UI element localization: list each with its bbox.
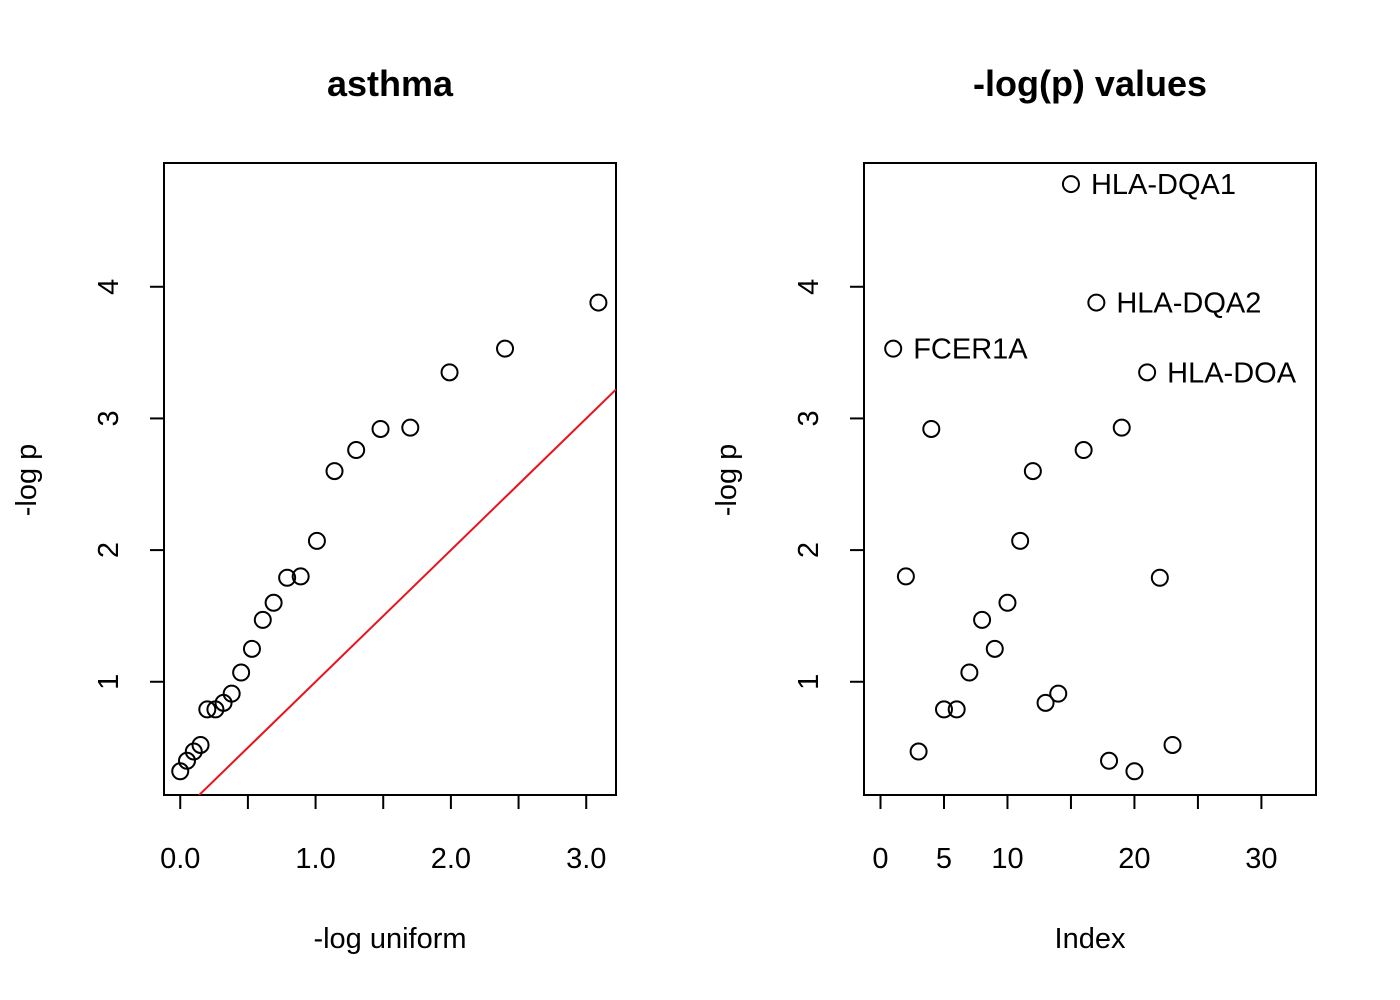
reference-line <box>197 388 616 795</box>
x-tick-label: 5 <box>936 843 952 875</box>
point-label: FCER1A <box>913 334 1028 366</box>
x-tick-label: 20 <box>1118 843 1150 875</box>
data-point <box>401 418 420 437</box>
data-point <box>1087 293 1106 312</box>
x-tick-label: 1.0 <box>295 843 335 875</box>
x-axis: 0 5 10 20 30 <box>872 795 1278 875</box>
data-point <box>178 751 197 770</box>
y-tick-label: 2 <box>793 542 825 558</box>
x-axis-label: -log uniform <box>313 923 466 955</box>
plot-frame <box>163 162 617 796</box>
point-label: HLA-DQA1 <box>1091 169 1236 201</box>
data-point <box>589 293 608 312</box>
qq-plot-panel: asthma -log uniform -log p 0.0 1.0 2.0 3.0 … <box>11 63 617 955</box>
data-point <box>371 419 390 438</box>
data-point <box>1074 441 1093 460</box>
y-tick-label: 3 <box>93 410 125 426</box>
y-tick-label: 4 <box>93 279 125 295</box>
point-label: HLA-DQA2 <box>1116 288 1261 320</box>
data-point <box>1138 363 1157 382</box>
data-point <box>998 593 1017 612</box>
data-point <box>922 419 941 438</box>
data-point <box>264 593 283 612</box>
data-point <box>985 639 1004 658</box>
data-point <box>325 462 344 481</box>
data-point <box>253 610 272 629</box>
y-tick-label: 2 <box>93 542 125 558</box>
y-axis-label: -log p <box>711 444 743 517</box>
reference-line-layer <box>197 388 616 795</box>
y-tick-label: 1 <box>793 674 825 690</box>
data-point <box>1011 531 1030 550</box>
data-point <box>1023 462 1042 481</box>
x-tick-label: 0 <box>872 843 888 875</box>
data-point <box>909 742 928 761</box>
data-point <box>278 568 297 587</box>
data-point <box>973 610 992 629</box>
data-point <box>1150 568 1169 587</box>
data-point <box>960 663 979 682</box>
points-layer <box>171 293 608 781</box>
y-axis: 1 2 3 4 <box>793 279 864 690</box>
data-point <box>440 363 459 382</box>
y-axis: 1 2 3 4 <box>93 279 164 690</box>
x-tick-label: 3.0 <box>566 843 606 875</box>
plot-frame <box>863 162 1317 796</box>
x-tick-label: 30 <box>1245 843 1277 875</box>
y-tick-label: 4 <box>793 279 825 295</box>
data-point <box>198 700 217 719</box>
data-point <box>1163 735 1182 754</box>
x-tick-label: 10 <box>991 843 1023 875</box>
data-point <box>307 531 326 550</box>
data-point <box>242 639 261 658</box>
y-axis-label: -log p <box>11 444 43 517</box>
point-label: HLA-DOA <box>1167 357 1297 389</box>
data-point <box>1125 762 1144 781</box>
data-point <box>1049 684 1068 703</box>
data-point <box>934 700 953 719</box>
index-plot-panel: -log(p) values Index -log p 0 5 10 20 30 1 2 3… <box>711 63 1317 955</box>
data-point <box>496 339 515 358</box>
y-tick-label: 3 <box>793 410 825 426</box>
x-axis: 0.0 1.0 2.0 3.0 <box>160 795 606 875</box>
data-point <box>1100 751 1119 770</box>
data-point <box>191 735 210 754</box>
x-tick-label: 2.0 <box>431 843 471 875</box>
data-point <box>184 742 203 761</box>
data-point <box>232 663 251 682</box>
chart-title: -log(p) values <box>973 63 1207 104</box>
data-point <box>884 339 903 358</box>
data-point <box>347 441 366 460</box>
y-tick-label: 1 <box>93 674 125 690</box>
x-tick-label: 0.0 <box>160 843 200 875</box>
x-axis-label: Index <box>1055 923 1126 955</box>
data-point <box>947 700 966 719</box>
data-point <box>291 567 310 586</box>
data-point <box>1112 418 1131 437</box>
chart-title: asthma <box>327 63 454 104</box>
data-point <box>896 567 915 586</box>
data-point <box>1061 175 1080 194</box>
points-layer: FCER1A HLA-DQA1 HLA-DQA2 HLA-DOA <box>884 169 1297 781</box>
data-point <box>222 684 241 703</box>
data-point <box>1036 693 1055 712</box>
